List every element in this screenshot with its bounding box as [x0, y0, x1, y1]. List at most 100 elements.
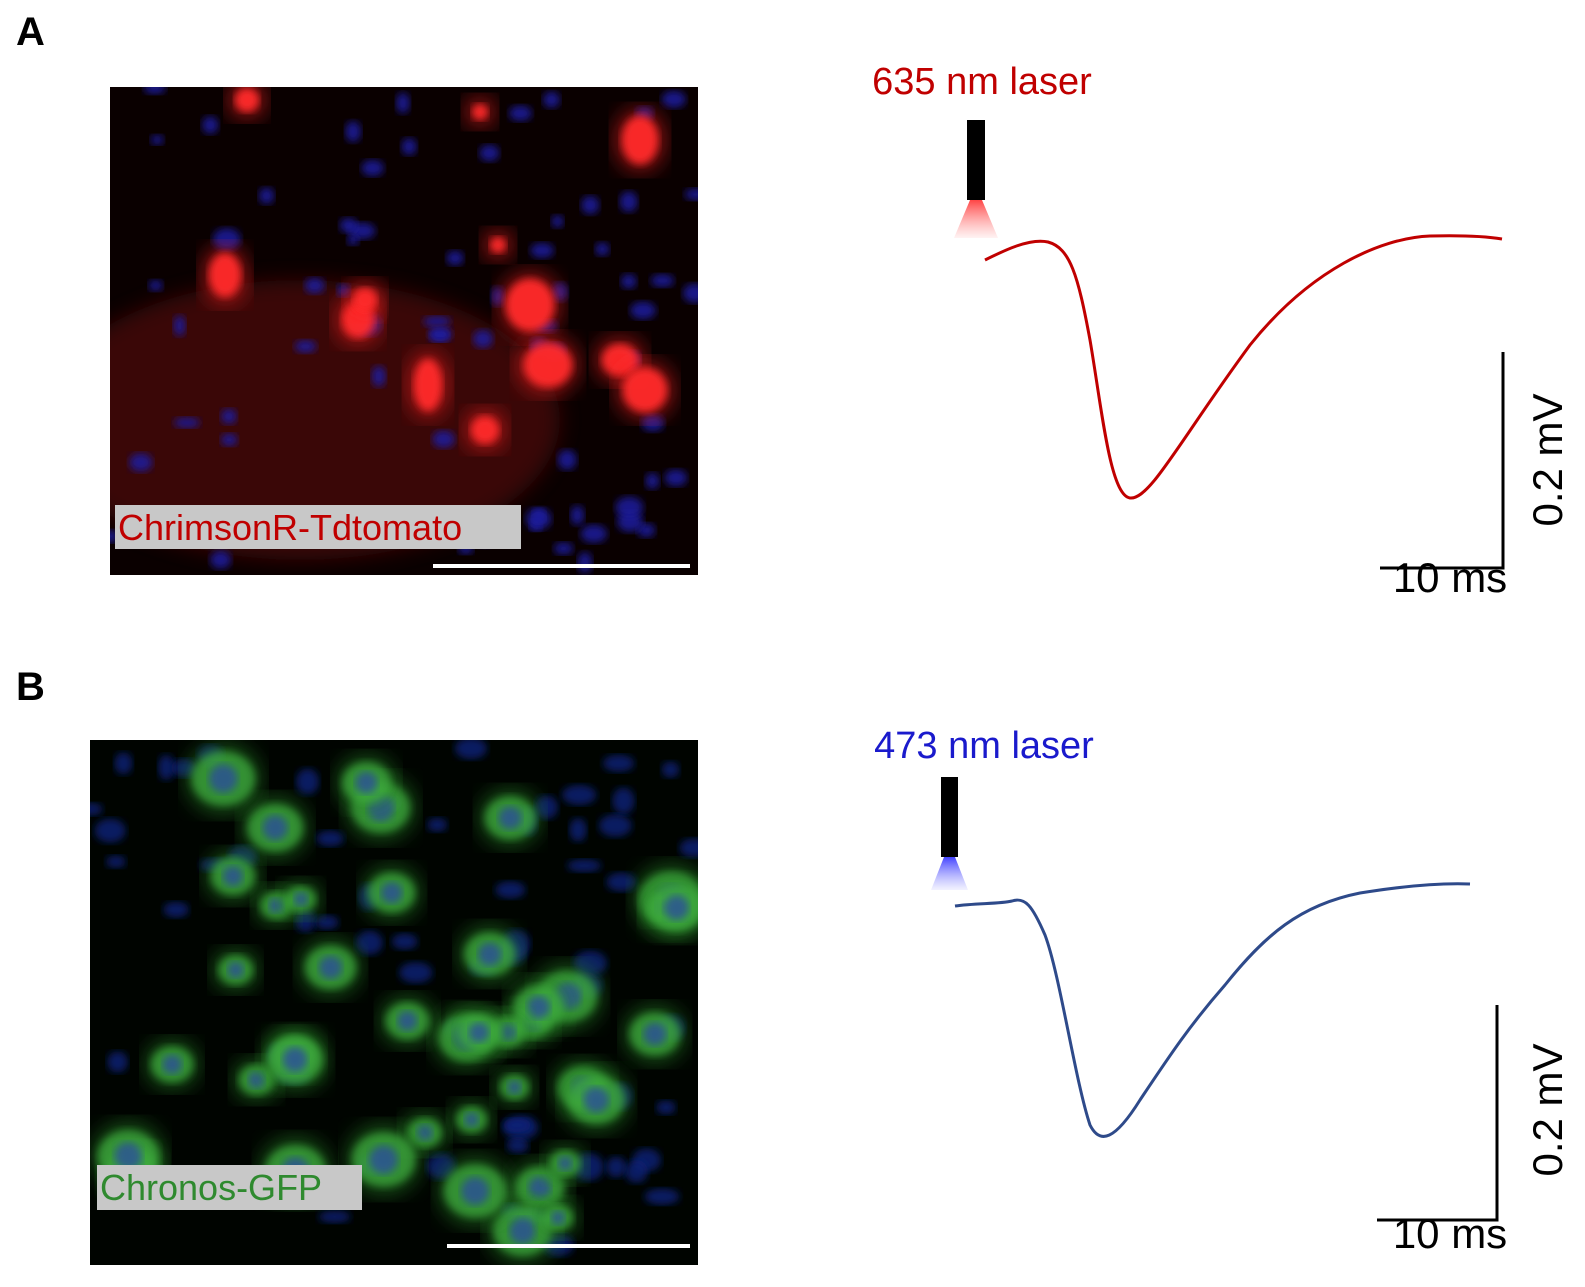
cell	[490, 237, 506, 253]
cell	[479, 144, 500, 162]
cell	[212, 228, 241, 251]
cell	[606, 1156, 627, 1178]
cell	[643, 1022, 667, 1046]
cell	[427, 817, 448, 832]
laser-label: 635 nm laser	[872, 61, 1092, 103]
cell	[114, 752, 133, 775]
cell	[294, 340, 317, 353]
cell	[150, 134, 164, 145]
laser-label: 473 nm laser	[874, 725, 1094, 767]
scale-bar	[1380, 352, 1505, 570]
response-trace	[984, 234, 1503, 500]
cell	[446, 250, 464, 266]
cell	[602, 754, 635, 772]
cell	[464, 1112, 479, 1127]
image-caption: Chronos-GFP	[100, 1167, 322, 1208]
cell	[620, 273, 637, 289]
scale-y-label: 0.2 mV	[1524, 1043, 1571, 1176]
cell	[664, 895, 689, 921]
cell	[129, 453, 153, 472]
cell	[524, 343, 572, 387]
cell	[416, 1124, 433, 1141]
cell	[391, 933, 418, 950]
cell	[94, 818, 126, 843]
cell	[498, 806, 522, 830]
cell	[551, 214, 564, 228]
cell	[319, 955, 343, 979]
cell	[615, 496, 644, 519]
cell	[471, 416, 499, 444]
cell	[162, 1054, 182, 1074]
cell	[558, 1156, 573, 1171]
cell	[535, 795, 558, 819]
cell	[318, 1210, 351, 1223]
cell	[581, 195, 600, 215]
cell	[506, 279, 554, 331]
cell	[258, 187, 275, 205]
cell	[509, 1217, 536, 1245]
cell	[114, 1142, 142, 1170]
cell	[304, 277, 325, 294]
cell	[158, 754, 175, 781]
cell	[414, 359, 442, 411]
cell	[595, 242, 610, 256]
cell	[371, 365, 386, 387]
cell	[630, 301, 656, 320]
cell	[432, 430, 455, 449]
cell	[356, 930, 383, 955]
cell	[148, 280, 163, 291]
cell	[202, 116, 219, 134]
cell	[650, 274, 675, 288]
panel-label: B	[16, 665, 45, 709]
cell	[210, 550, 232, 569]
cell	[90, 803, 103, 816]
cells	[110, 87, 698, 574]
cell	[401, 138, 417, 156]
caption-box	[115, 505, 521, 549]
cell	[661, 90, 686, 108]
cell	[347, 235, 360, 246]
cell	[222, 866, 243, 887]
cell	[557, 449, 577, 470]
cell	[508, 105, 532, 122]
micrograph	[110, 87, 698, 575]
cell	[173, 417, 201, 428]
cell	[353, 288, 377, 312]
cell	[282, 1047, 308, 1073]
cell	[684, 188, 698, 201]
cell	[625, 1160, 648, 1184]
cell	[209, 253, 241, 297]
cell	[553, 542, 574, 555]
cell	[664, 469, 688, 487]
cell	[235, 88, 259, 112]
cell	[619, 191, 638, 213]
cell	[423, 316, 451, 328]
cell	[562, 784, 597, 805]
cell	[296, 768, 319, 795]
cell	[316, 830, 345, 847]
cell	[577, 551, 593, 574]
cell	[163, 901, 189, 918]
laser-fiber	[967, 120, 985, 200]
cell	[262, 815, 288, 841]
cell	[227, 962, 244, 978]
cell	[683, 283, 698, 303]
cell	[472, 104, 488, 120]
cell	[656, 1100, 676, 1115]
image-caption: ChrimsonR-Tdtomato	[118, 507, 462, 548]
cell	[454, 740, 488, 760]
cell	[569, 818, 587, 842]
cell	[645, 472, 660, 490]
cell	[661, 761, 680, 778]
cell	[110, 280, 560, 560]
cell	[623, 368, 667, 412]
cell	[209, 764, 238, 793]
scale-y-label: 0.2 mV	[1524, 393, 1571, 526]
cell	[294, 892, 308, 907]
cell	[478, 942, 502, 966]
cell	[606, 872, 637, 892]
scale-x-label: 10 ms	[1393, 1210, 1507, 1257]
cell	[428, 327, 453, 342]
cell	[472, 329, 494, 349]
cell	[314, 915, 339, 930]
